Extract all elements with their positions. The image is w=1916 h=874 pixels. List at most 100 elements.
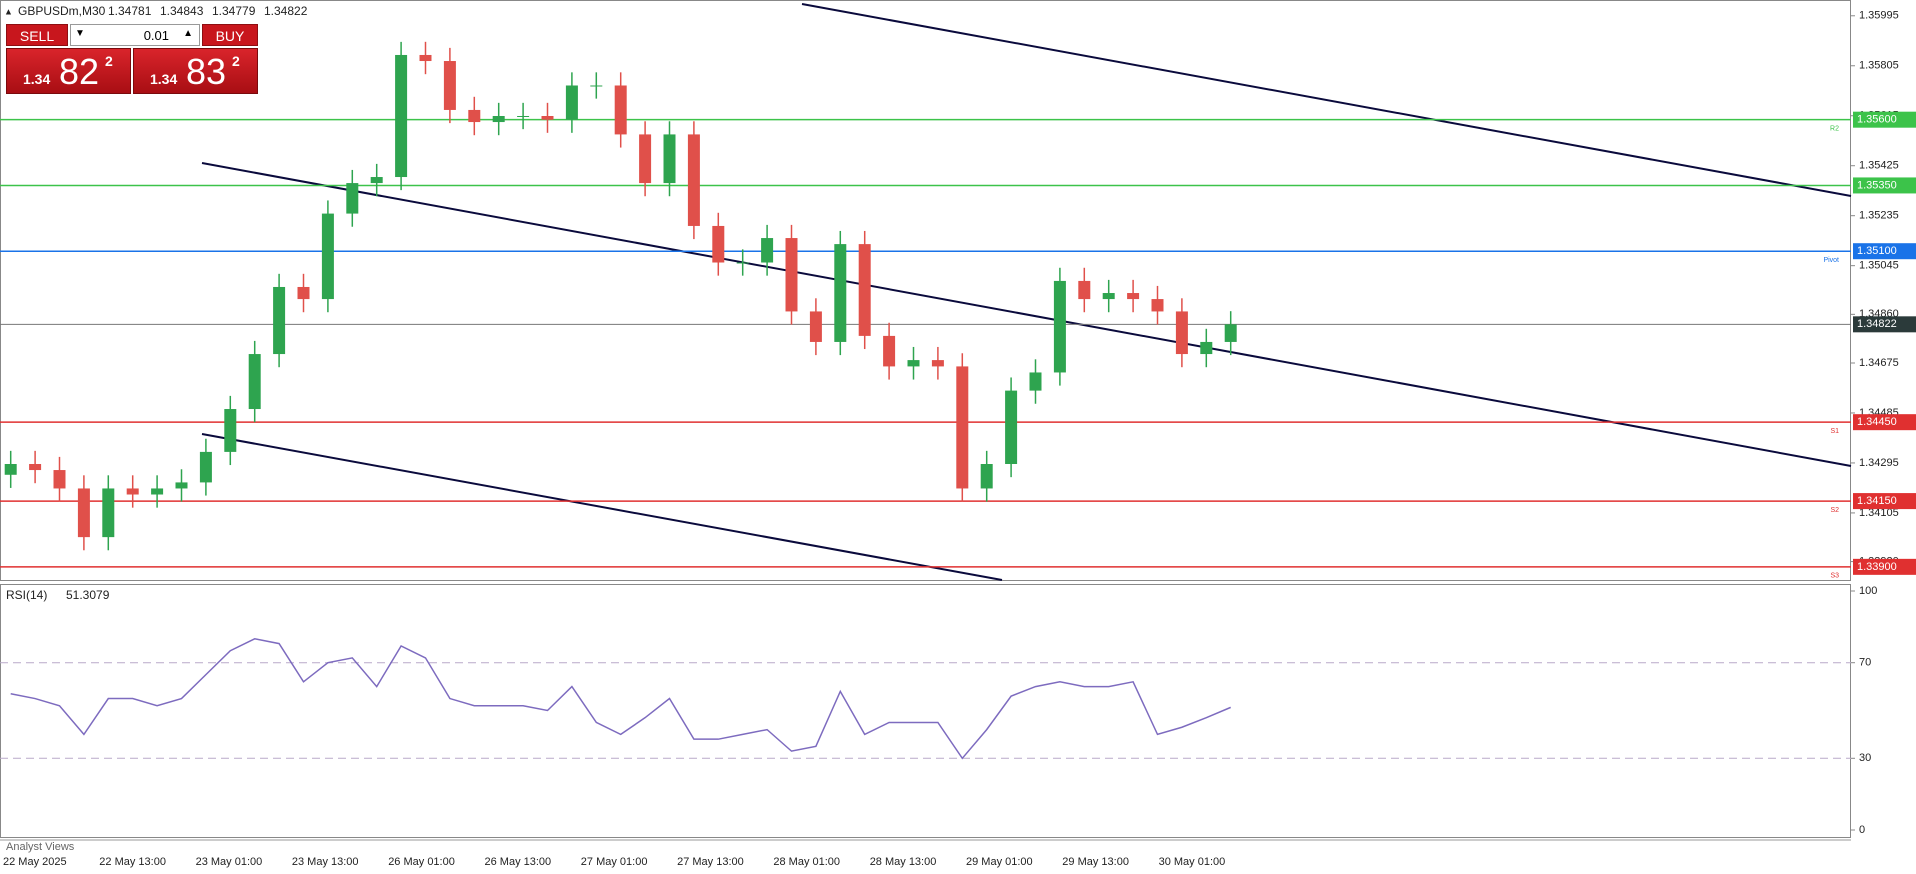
candle-body — [419, 54, 432, 62]
bid-sup: 2 — [105, 53, 113, 69]
candle-body — [663, 134, 676, 184]
rsi-line — [10, 638, 1231, 760]
bid-big: 1.34 — [23, 71, 51, 87]
candle-body — [224, 409, 237, 452]
rsi-title: RSI(14) — [6, 588, 47, 602]
candle-body — [1175, 311, 1188, 355]
level-name: S3 — [1830, 573, 1839, 580]
lot-input[interactable]: ▼ 0.01 ▲ — [70, 24, 200, 46]
ask-big: 1.34 — [150, 71, 178, 87]
y-tick-label: 1.35045 — [1859, 260, 1899, 272]
header-value: 1.34843 — [160, 4, 204, 18]
y-tick-label: 1.34295 — [1859, 457, 1899, 469]
rsi-value: 51.3079 — [66, 588, 110, 602]
y-tick-label: 1.34675 — [1859, 357, 1899, 369]
level-name: Pivot — [1823, 257, 1839, 264]
level-label: 1.35100 — [1857, 245, 1897, 257]
current-price-label: 1.34822 — [1857, 318, 1897, 330]
candle-body — [175, 482, 188, 489]
bid-price[interactable]: 1.34 82 2 — [6, 48, 131, 94]
level-name: S1 — [1830, 428, 1839, 435]
candle-body — [761, 238, 774, 263]
candle-body — [321, 213, 334, 300]
candle-body — [785, 238, 798, 312]
candle-body — [809, 311, 822, 342]
x-tick-label: 30 May 01:00 — [1159, 856, 1226, 868]
y-tick-label: 100 — [1859, 585, 1877, 597]
level-box — [1853, 111, 1916, 128]
rsi-frame — [0, 584, 1851, 838]
candle-body — [1224, 324, 1237, 342]
candle-body — [590, 85, 603, 87]
x-tick-label: 29 May 13:00 — [1062, 856, 1129, 868]
candle-body — [858, 244, 871, 336]
trade-panel: SELL ▼ 0.01 ▲ BUY 1.34 82 2 1.34 83 2 — [6, 24, 258, 96]
candle-body — [1102, 293, 1115, 300]
candle-body — [1029, 372, 1042, 391]
candle-body — [443, 61, 456, 110]
candle-body — [541, 116, 554, 120]
y-tick-label: 0 — [1859, 824, 1865, 836]
candle-body — [834, 244, 847, 342]
candle-body — [1127, 293, 1140, 300]
y-tick-label: 1.35425 — [1859, 160, 1899, 172]
candle-body — [248, 354, 261, 410]
bid-main: 82 — [59, 51, 100, 92]
candle-body — [77, 488, 90, 538]
lot-value: 0.01 — [143, 28, 169, 43]
candle-body — [639, 134, 652, 184]
level-box — [1853, 177, 1916, 194]
buy-button[interactable]: BUY — [202, 24, 258, 46]
level-box — [1853, 414, 1916, 431]
candle-body — [907, 360, 920, 367]
candle-body — [370, 177, 383, 184]
candle-body — [29, 464, 42, 471]
header-value: 1.34781 — [108, 4, 152, 18]
candle-body — [346, 183, 359, 214]
candle-body — [565, 85, 578, 120]
x-tick-label: 26 May 13:00 — [485, 856, 552, 868]
trendline — [201, 162, 1852, 467]
footer-tab: Analyst Views — [6, 841, 75, 853]
candle-body — [614, 85, 627, 135]
trendline — [201, 433, 1003, 581]
x-tick-label: 29 May 01:00 — [966, 856, 1033, 868]
candle-body — [736, 262, 749, 264]
candle-body — [53, 470, 66, 489]
x-tick-label: 22 May 13:00 — [99, 856, 166, 868]
candle-body — [883, 335, 896, 367]
y-tick-label: 30 — [1859, 752, 1871, 764]
ask-sup: 2 — [232, 53, 240, 69]
lot-down[interactable]: ▼ — [75, 28, 85, 39]
y-tick-label: 1.35995 — [1859, 10, 1899, 22]
candle-body — [687, 134, 700, 226]
sell-button[interactable]: SELL — [6, 24, 68, 46]
x-tick-label: 27 May 13:00 — [677, 856, 744, 868]
x-tick-label: 26 May 01:00 — [388, 856, 455, 868]
candle-body — [395, 54, 408, 178]
level-label: 1.35600 — [1857, 114, 1897, 126]
candle-body — [1005, 390, 1018, 464]
header-value: 1.34822 — [264, 4, 308, 18]
y-tick-label: 70 — [1859, 657, 1871, 669]
level-box — [1853, 493, 1916, 510]
candle-body — [273, 286, 286, 355]
y-tick-label: 1.35805 — [1859, 60, 1899, 72]
candle-body — [1200, 341, 1213, 355]
level-name: R2 — [1830, 126, 1839, 133]
level-label: 1.33900 — [1857, 561, 1897, 573]
candle-body — [1053, 280, 1066, 373]
ask-price[interactable]: 1.34 83 2 — [133, 48, 258, 94]
level-box — [1853, 558, 1916, 575]
level-label: 1.34150 — [1857, 495, 1897, 507]
x-tick-label: 23 May 01:00 — [196, 856, 263, 868]
level-label: 1.34450 — [1857, 416, 1897, 428]
header-value: 1.34779 — [212, 4, 256, 18]
symbol: GBPUSDm,M30 — [18, 4, 106, 18]
candle-body — [151, 488, 164, 495]
level-box — [1853, 243, 1916, 260]
level-label: 1.35350 — [1857, 179, 1897, 191]
candle-body — [1078, 280, 1091, 300]
x-tick-label: 22 May 2025 — [3, 856, 67, 868]
lot-up[interactable]: ▲ — [183, 28, 193, 39]
